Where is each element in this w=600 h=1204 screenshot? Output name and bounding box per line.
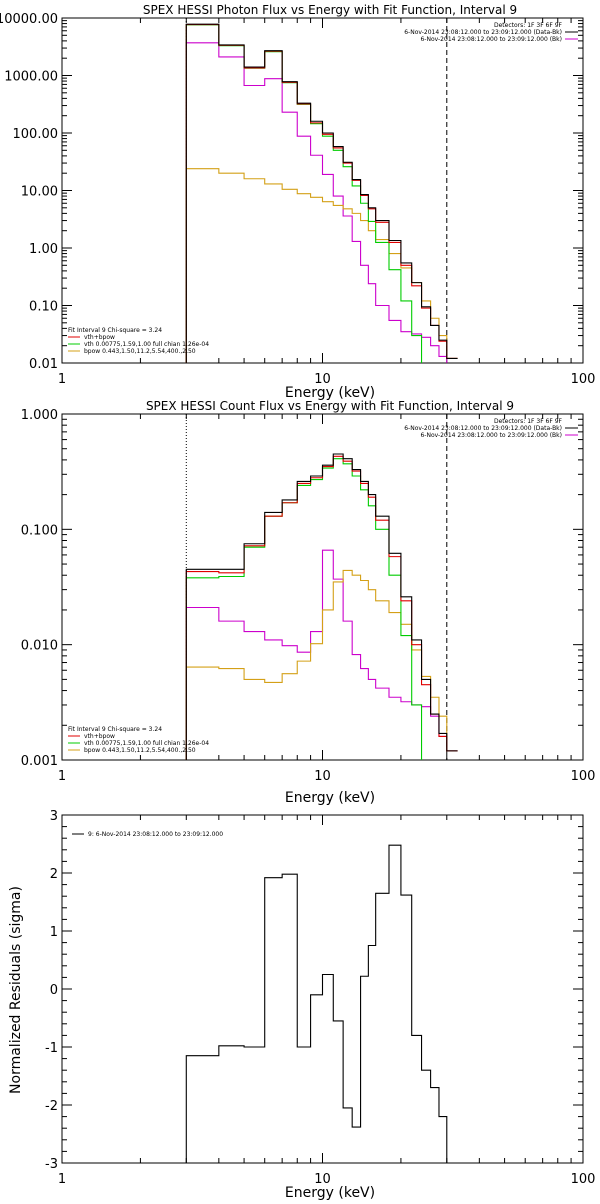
y-tick-label: 2 bbox=[50, 867, 58, 882]
legend-bottom-text: vth+bpow bbox=[84, 733, 115, 740]
x-tick-label: 100 bbox=[571, 372, 596, 387]
legend-top-text: 9: 6-Nov-2014 23:08:12.000 to 23:09:12.0… bbox=[88, 831, 223, 838]
y-axis-label: Normalized Residuals (sigma) bbox=[8, 886, 24, 1094]
legend-bottom-text: Fit Interval 9 Chi-square = 3.24 bbox=[68, 726, 162, 733]
series-vth-histogram bbox=[185, 458, 423, 760]
series-total-histogram bbox=[185, 23, 458, 363]
legend-top-text: Detectors: 1F 3F 6F 9F bbox=[494, 418, 563, 425]
plot-frame bbox=[61, 17, 584, 364]
legend-bottom-text: vth 0.00775,1.59,1.00 full chian 1.26e-0… bbox=[84, 341, 209, 348]
series-data-histogram bbox=[185, 844, 448, 1163]
count-flux-panel: SPEX HESSI Count Flux vs Energy with Fit… bbox=[21, 399, 596, 806]
y-tick-label: 0.010 bbox=[21, 639, 58, 654]
legend-top-text: 6-Nov-2014 23:08:12.000 to 23:09:12.000 … bbox=[404, 29, 562, 36]
y-tick-label: -2 bbox=[45, 1099, 58, 1114]
series-total-histogram bbox=[185, 455, 458, 760]
y-tick-label: 0.001 bbox=[21, 754, 58, 769]
x-tick-label: 100 bbox=[571, 1172, 596, 1187]
x-axis-label: Energy (keV) bbox=[285, 1185, 375, 1200]
x-tick-label: 10 bbox=[314, 1172, 331, 1187]
legend-bottom-text: bpow 0.443,1.50,11.2,5.54,400.,2.50 bbox=[84, 348, 196, 355]
photon-flux-panel: SPEX HESSI Photon Flux vs Energy with Fi… bbox=[0, 3, 596, 401]
legend-bottom-text: vth+bpow bbox=[84, 334, 115, 341]
series-vth-histogram bbox=[185, 24, 423, 363]
x-tick-label: 100 bbox=[571, 769, 596, 784]
x-tick-label: 1 bbox=[58, 372, 66, 387]
y-tick-label: 0 bbox=[50, 983, 58, 998]
y-tick-label: 1.00 bbox=[29, 242, 58, 257]
x-axis-label: Energy (keV) bbox=[285, 385, 375, 401]
y-tick-label: 10.00 bbox=[21, 185, 58, 200]
x-axis-label: Energy (keV) bbox=[285, 790, 375, 806]
legend-bottom-text: bpow 0.443,1.50,11.2,5.54,400.,2.50 bbox=[84, 747, 196, 754]
legend-bottom-text: vth 0.00775,1.59,1.00 full chian 1.26e-0… bbox=[84, 740, 209, 747]
legend-top-text: Detectors: 1F 3F 6F 9F bbox=[494, 22, 563, 29]
x-tick-label: 10 bbox=[314, 372, 331, 387]
chart-title: SPEX HESSI Count Flux vs Energy with Fit… bbox=[146, 399, 514, 413]
series-bpow-histogram bbox=[185, 168, 458, 363]
x-tick-label: 1 bbox=[58, 1172, 66, 1187]
x-tick-label: 10 bbox=[314, 769, 331, 784]
residuals-panel: Energy (keV) Normalized Residuals (sigma… bbox=[8, 809, 596, 1201]
y-tick-label: 1000.00 bbox=[4, 70, 58, 85]
y-tick-label: 0.100 bbox=[21, 523, 58, 538]
x-tick-label: 1 bbox=[58, 769, 66, 784]
series-bk-histogram bbox=[185, 549, 458, 760]
series-data-histogram bbox=[185, 453, 458, 760]
y-tick-label: 1.000 bbox=[21, 408, 58, 423]
y-tick-label: 0.10 bbox=[29, 300, 58, 315]
y-tick-label: 0.01 bbox=[29, 357, 58, 372]
chart-title: SPEX HESSI Photon Flux vs Energy with Fi… bbox=[143, 3, 517, 17]
series-bk-histogram bbox=[185, 42, 448, 363]
y-tick-label: 1 bbox=[50, 925, 58, 940]
y-tick-label: -1 bbox=[45, 1041, 58, 1056]
y-tick-label: 10000.00 bbox=[0, 12, 58, 27]
legend-top-text: 6-Nov-2014 23:08:12.000 to 23:09:12.000 … bbox=[420, 432, 562, 439]
y-tick-label: 100.00 bbox=[13, 127, 59, 142]
y-tick-label: 3 bbox=[50, 809, 58, 824]
legend-bottom-text: Fit Interval 9 Chi-square = 3.24 bbox=[68, 327, 162, 334]
series-bpow-histogram bbox=[185, 569, 458, 760]
y-tick-label: -3 bbox=[45, 1157, 58, 1172]
legend-top-text: 6-Nov-2014 23:08:12.000 to 23:09:12.000 … bbox=[420, 36, 562, 43]
series-data-histogram bbox=[185, 23, 458, 363]
legend-top-text: 6-Nov-2014 23:08:12.000 to 23:09:12.000 … bbox=[404, 425, 562, 432]
